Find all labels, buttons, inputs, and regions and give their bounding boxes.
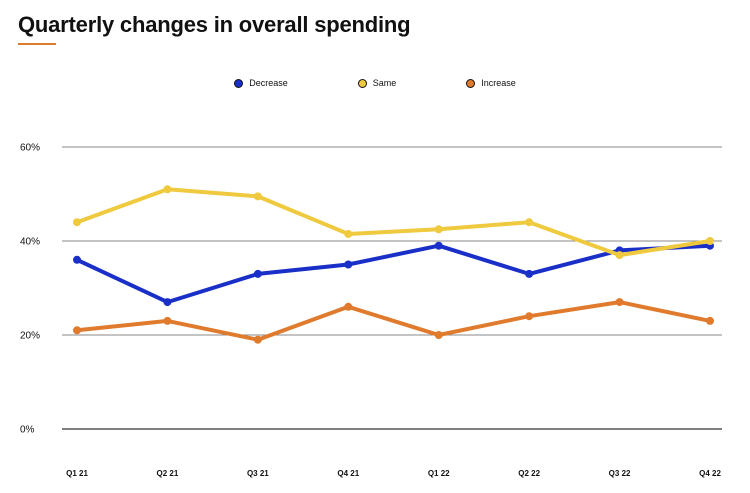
x-tick-label: Q3 22	[609, 469, 631, 478]
data-point-increase	[73, 326, 81, 335]
data-point-decrease	[344, 260, 353, 269]
data-point-decrease	[253, 269, 262, 278]
legend-swatch	[357, 78, 367, 88]
x-tick-label: Q1 21	[66, 469, 88, 478]
legend-item-same: Same	[357, 78, 397, 88]
legend: Decrease Same Increase	[0, 78, 750, 88]
y-tick-label: 40%	[20, 237, 40, 248]
y-tick-label: 20%	[20, 331, 40, 342]
data-point-decrease	[434, 241, 443, 250]
x-tick-label: Q1 22	[428, 469, 450, 478]
legend-item-increase: Increase	[466, 78, 516, 88]
y-tick-label: 60%	[20, 143, 40, 154]
data-point-same	[434, 225, 443, 234]
data-point-same	[615, 251, 624, 260]
y-tick-label: 0%	[20, 425, 35, 436]
title-underline	[18, 43, 56, 45]
data-point-same	[73, 218, 81, 227]
data-point-same	[253, 192, 262, 201]
data-point-decrease	[525, 269, 534, 278]
legend-label: Increase	[481, 78, 516, 88]
chart-title: Quarterly changes in overall spending	[18, 12, 411, 37]
data-point-increase	[344, 302, 353, 311]
x-tick-label: Q4 22	[699, 469, 721, 478]
x-tick-label: Q2 22	[518, 469, 540, 478]
data-point-increase	[615, 298, 624, 307]
data-point-increase	[434, 331, 443, 339]
legend-item-decrease: Decrease	[234, 78, 288, 88]
data-point-decrease	[163, 298, 172, 307]
data-point-increase	[706, 316, 714, 325]
legend-label: Same	[372, 78, 397, 88]
x-tick-label: Q2 21	[157, 469, 179, 478]
x-tick-label: Q4 21	[337, 469, 359, 478]
data-point-same	[525, 218, 534, 227]
legend-label: Decrease	[249, 78, 288, 88]
data-point-same	[344, 229, 353, 238]
series-line-decrease	[75, 243, 712, 305]
data-point-increase	[525, 312, 534, 321]
data-point-same	[706, 237, 714, 245]
data-point-increase	[163, 316, 172, 325]
series-line-same	[75, 187, 712, 258]
legend-swatch	[466, 78, 476, 88]
legend-swatch	[234, 78, 244, 88]
data-point-same	[163, 185, 172, 194]
series-line-increase	[75, 300, 712, 342]
data-point-decrease	[73, 255, 81, 264]
data-point-increase	[253, 335, 262, 344]
x-tick-label: Q3 21	[247, 469, 269, 478]
